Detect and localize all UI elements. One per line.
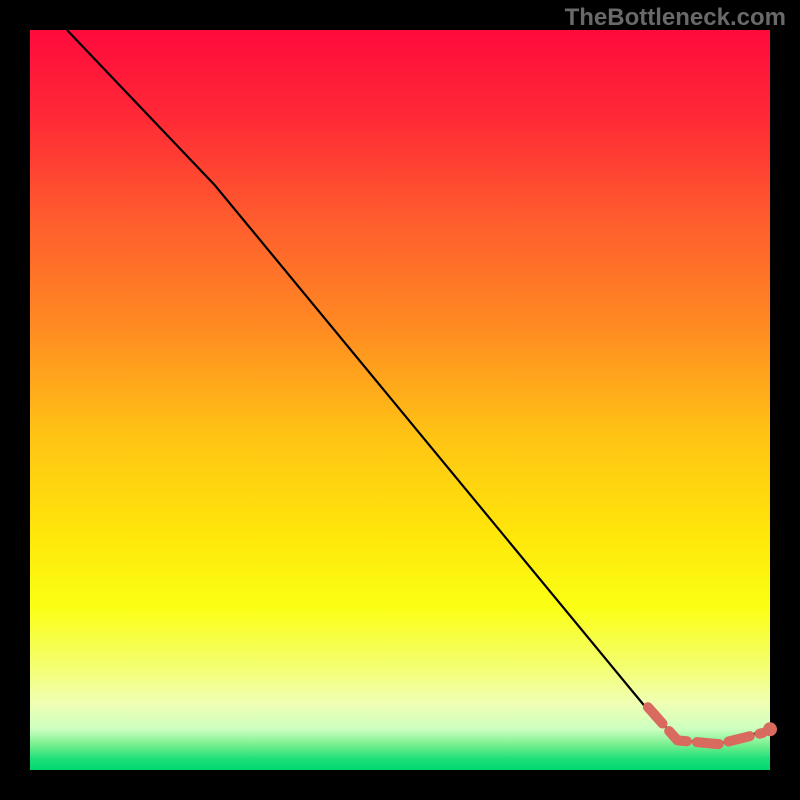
watermark-text: TheBottleneck.com [565, 4, 786, 32]
highlight-end-marker [763, 722, 777, 736]
bottleneck-chart [0, 0, 800, 800]
chart-plot-area [30, 30, 770, 770]
